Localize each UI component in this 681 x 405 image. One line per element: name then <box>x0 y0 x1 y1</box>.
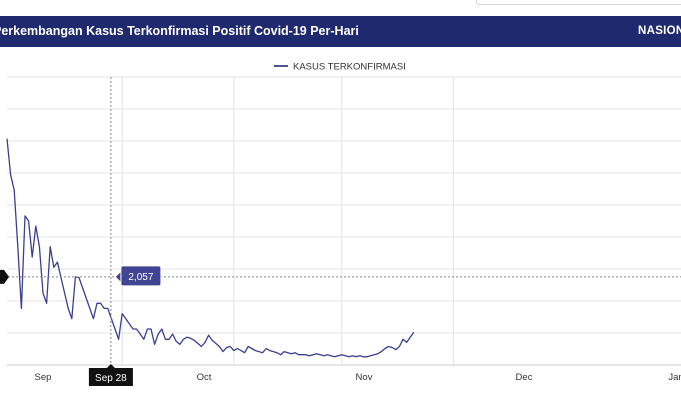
y-crosshair-marker <box>0 269 9 284</box>
x-crosshair-flag-pointer <box>106 364 115 368</box>
x-axis: Sep Oct Nov Dec Jan <box>7 364 681 383</box>
chart-area: KASUS TERKONFIRMASI Sep Oct Nov Dec Jan 2,05… <box>0 47 681 400</box>
tooltip-box <box>120 265 162 287</box>
x-tick-label: Oct <box>197 372 212 383</box>
x-tick-label: Dec <box>516 372 533 383</box>
x-crosshair-label: Sep 28 <box>95 373 127 384</box>
legend-label: KASUS TERKONFIRMASI <box>293 62 406 73</box>
x-tick-label: Jan <box>668 372 681 383</box>
line-chart: KASUS TERKONFIRMASI Sep Oct Nov Dec Jan 2,05… <box>0 62 681 386</box>
grid-lines <box>7 76 681 366</box>
top-strip <box>0 0 681 16</box>
series-line-kasus-terkonfirmasi <box>6 138 415 358</box>
legend[interactable]: KASUS TERKONFIRMASI <box>274 62 406 73</box>
crosshair: 2,057 Sep 28 <box>0 77 681 386</box>
x-crosshair-flag <box>88 368 133 386</box>
tooltip-pointer <box>115 271 121 282</box>
x-tick-label: Nov <box>356 372 373 383</box>
series-layer <box>6 138 415 358</box>
region-label[interactable]: NASIONAL <box>638 25 681 37</box>
x-tick-label: Sep <box>35 372 52 383</box>
chart-header: Perkembangan Kasus Terkonfirmasi Positif… <box>0 16 681 47</box>
tooltip-value: 2,057 <box>128 272 153 283</box>
chart-title: Perkembangan Kasus Terkonfirmasi Positif… <box>0 24 359 38</box>
search-box[interactable] <box>476 0 681 5</box>
